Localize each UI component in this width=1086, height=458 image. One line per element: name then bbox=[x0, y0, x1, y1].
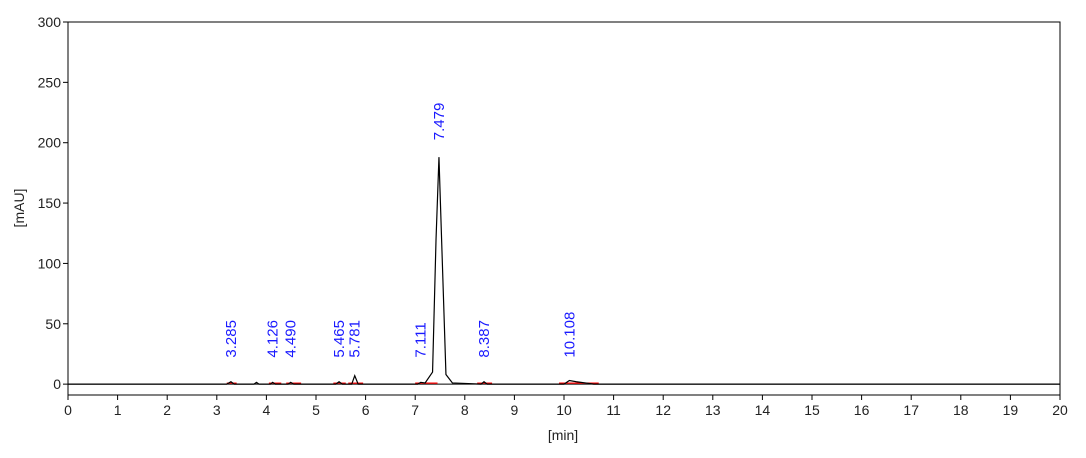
x-tick-label: 9 bbox=[511, 402, 519, 418]
x-tick-label: 5 bbox=[312, 402, 320, 418]
x-tick-label: 17 bbox=[903, 402, 919, 418]
x-axis-label: [min] bbox=[548, 427, 578, 443]
y-tick-label: 50 bbox=[45, 316, 61, 332]
x-tick-label: 14 bbox=[755, 402, 771, 418]
peak-label: 7.111 bbox=[413, 322, 430, 357]
peak-label: 8.387 bbox=[476, 320, 493, 358]
y-tick-label: 300 bbox=[38, 14, 62, 30]
x-tick-label: 18 bbox=[953, 402, 969, 418]
y-tick-label: 0 bbox=[53, 376, 61, 392]
peak-label: 4.490 bbox=[283, 320, 300, 358]
peak-label: 4.126 bbox=[265, 320, 282, 358]
x-tick-label: 11 bbox=[606, 402, 621, 418]
peak-label: 3.285 bbox=[223, 320, 240, 358]
trace bbox=[68, 157, 1060, 385]
x-tick-label: 1 bbox=[114, 402, 122, 418]
x-tick-label: 12 bbox=[655, 402, 671, 418]
y-tick-label: 100 bbox=[38, 255, 62, 271]
peak-label: 5.781 bbox=[347, 320, 364, 358]
x-tick-label: 0 bbox=[64, 402, 72, 418]
y-tick-label: 250 bbox=[38, 74, 62, 90]
x-tick-label: 20 bbox=[1052, 402, 1068, 418]
x-tick-label: 10 bbox=[556, 402, 572, 418]
y-tick-label: 150 bbox=[38, 195, 62, 211]
peak-label: 7.479 bbox=[431, 103, 448, 141]
peak-label: 5.465 bbox=[331, 320, 348, 358]
x-tick-label: 16 bbox=[854, 402, 870, 418]
x-tick-label: 8 bbox=[461, 402, 469, 418]
x-tick-label: 13 bbox=[705, 402, 721, 418]
x-tick-label: 19 bbox=[1003, 402, 1019, 418]
x-tick-label: 6 bbox=[362, 402, 370, 418]
x-tick-label: 2 bbox=[163, 402, 171, 418]
y-axis-label: [mAU] bbox=[11, 189, 27, 228]
y-tick-label: 200 bbox=[38, 135, 62, 151]
peak-label: 10.108 bbox=[561, 312, 578, 358]
x-tick-label: 3 bbox=[213, 402, 221, 418]
x-tick-label: 4 bbox=[263, 402, 271, 418]
x-tick-label: 7 bbox=[411, 402, 419, 418]
x-tick-label: 15 bbox=[804, 402, 820, 418]
